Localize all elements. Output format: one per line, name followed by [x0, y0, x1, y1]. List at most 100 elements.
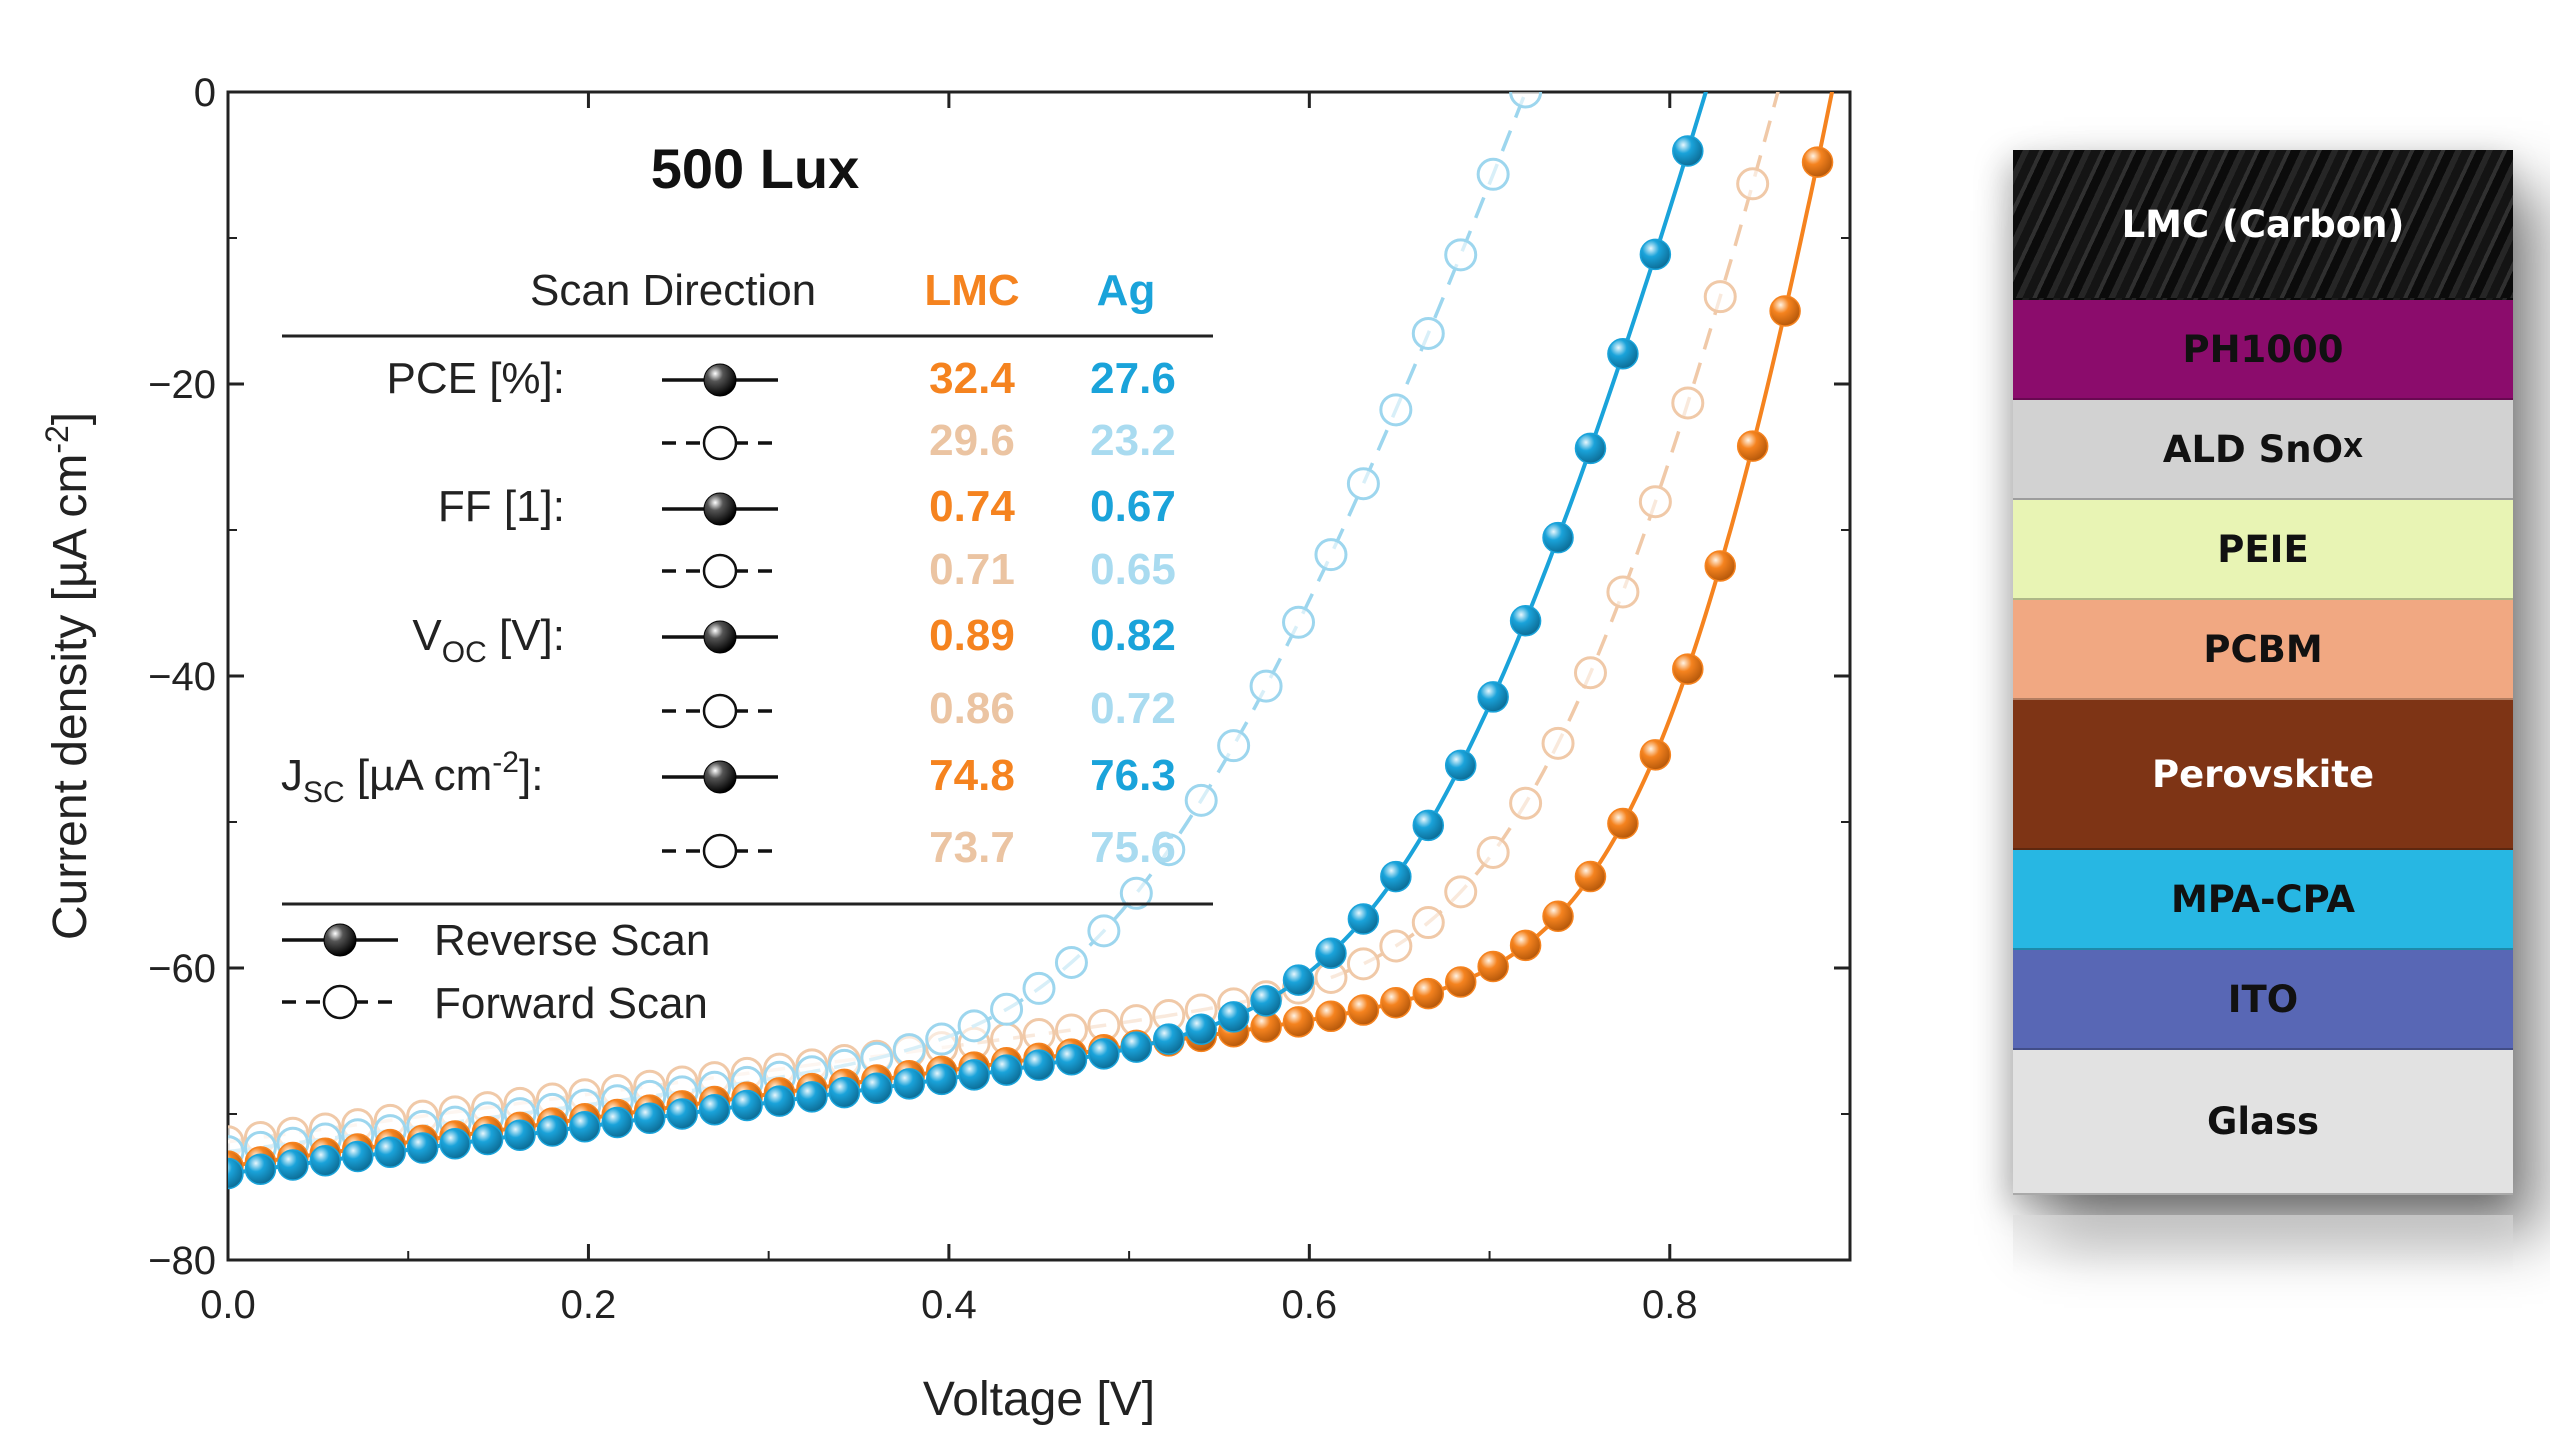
pce-lmc-reverse: 32.4: [929, 354, 1015, 403]
data-point: [1736, 167, 1770, 201]
data-point: [1509, 92, 1543, 109]
data-point: [1250, 985, 1282, 1017]
data-point: [1574, 432, 1607, 465]
voc-ag-reverse: 0.82: [1090, 611, 1176, 660]
data-point: [828, 1076, 861, 1109]
ff-lmc-forward: 0.71: [929, 545, 1015, 594]
data-point: [342, 1140, 374, 1173]
data-point: [1217, 1001, 1250, 1033]
jsc-ag-reverse: 76.3: [1090, 751, 1176, 800]
data-point: [1476, 157, 1510, 191]
data-point: [1477, 681, 1509, 713]
data-point: [1542, 900, 1574, 933]
data-point: [1638, 485, 1672, 519]
y-tick-label: −40: [148, 655, 216, 699]
data-point: [1704, 550, 1736, 582]
voc-lmc-reverse: 0.89: [929, 611, 1015, 660]
layer-label: PH1000: [2182, 327, 2344, 371]
table-header-ag: Ag: [1097, 266, 1156, 315]
layer-label: ALD SnO: [2162, 427, 2344, 471]
data-point: [957, 1009, 991, 1043]
data-point: [1347, 994, 1380, 1026]
data-point: [1672, 135, 1704, 167]
data-point: [1573, 656, 1607, 690]
data-point: [1411, 906, 1445, 940]
jsc-ag-forward: 75.6: [1090, 823, 1176, 872]
forward-scan-symbol: [662, 833, 778, 869]
reverse-scan-symbol: [662, 492, 778, 526]
data-point: [601, 1106, 634, 1139]
layer-label: PCBM: [2203, 627, 2323, 671]
data-point: [1088, 1038, 1120, 1070]
data-point: [1769, 295, 1801, 327]
row-label-voc: VOC [V]:: [412, 611, 565, 669]
data-point: [569, 1111, 601, 1143]
series-line: [228, 92, 1528, 1154]
data-point: [374, 1136, 406, 1169]
pce-ag-reverse: 27.6: [1090, 354, 1176, 403]
ff-ag-reverse: 0.67: [1090, 482, 1176, 531]
pce-ag-forward: 23.2: [1090, 416, 1176, 465]
data-point: [958, 1059, 990, 1091]
y-axis-title: Current density [µA cm-2]: [39, 412, 97, 940]
data-point: [1380, 860, 1412, 893]
data-point: [1672, 653, 1704, 685]
row-label-jsc: JSC [µA cm-2]:: [281, 746, 543, 809]
layer-label: Perovskite: [2151, 752, 2375, 796]
data-point: [1023, 1049, 1055, 1081]
data-point: [1801, 146, 1834, 178]
data-point: [1217, 729, 1251, 763]
open-ball-glyph: [702, 425, 738, 461]
data-point: [1055, 1044, 1088, 1076]
forward-scan-symbol: [662, 425, 778, 461]
data-point: [1184, 783, 1218, 817]
data-point: [1315, 1000, 1347, 1033]
legend-reverse-symbol: [282, 923, 398, 957]
layer-pcbm: PCBM: [2013, 600, 2513, 700]
layer-lmc-carbon: LMC (Carbon): [2013, 150, 2513, 300]
data-point: [1314, 538, 1348, 572]
data-point: [763, 1085, 796, 1117]
layer-ito: ITO: [2013, 950, 2513, 1050]
data-point: [277, 1149, 309, 1181]
data-point: [1509, 605, 1542, 637]
open-ball-glyph: [702, 693, 738, 729]
layer-label: PEIE: [2217, 527, 2309, 571]
stack-reflection: [2013, 1215, 2513, 1275]
reverse-scan-symbol: [662, 363, 778, 397]
y-tick-label: −80: [148, 1239, 216, 1283]
data-point: [439, 1128, 471, 1160]
curves-layer: [228, 92, 1835, 1190]
ff-ag-forward: 0.65: [1090, 545, 1176, 594]
table-header-lmc: LMC: [924, 266, 1019, 315]
data-point: [925, 1022, 959, 1056]
row-label-ff: FF [1]:: [438, 482, 565, 531]
data-point: [990, 1054, 1023, 1086]
pce-lmc-forward: 29.6: [929, 416, 1015, 465]
data-point: [1379, 393, 1413, 427]
y-tick-label: −20: [148, 363, 216, 407]
data-point: [796, 1081, 828, 1113]
data-point: [1607, 807, 1639, 840]
filled-ball-glyph: [703, 363, 737, 397]
chart-title: 500 Lux: [651, 137, 860, 200]
data-point: [1411, 316, 1445, 350]
data-point: [309, 1145, 342, 1177]
filled-ball-glyph: [703, 492, 737, 526]
layer-ph1000: PH1000: [2013, 300, 2513, 400]
data-point: [1412, 809, 1445, 842]
legend: Reverse Scan Forward Scan: [282, 916, 710, 1028]
open-ball-glyph: [322, 984, 358, 1020]
data-point: [731, 1089, 763, 1122]
plot-frame: [226, 90, 1852, 1262]
data-point: [1282, 605, 1316, 639]
data-point: [1509, 929, 1542, 962]
layer-label: MPA-CPA: [2170, 877, 2356, 921]
data-point: [1120, 1031, 1153, 1063]
data-point: [1444, 966, 1477, 998]
data-point: [504, 1119, 536, 1152]
row-label-pce: PCE [%]:: [387, 354, 566, 403]
reverse-scan-symbol: [662, 760, 778, 794]
data-point: [1412, 977, 1445, 1010]
data-point: [990, 992, 1024, 1026]
